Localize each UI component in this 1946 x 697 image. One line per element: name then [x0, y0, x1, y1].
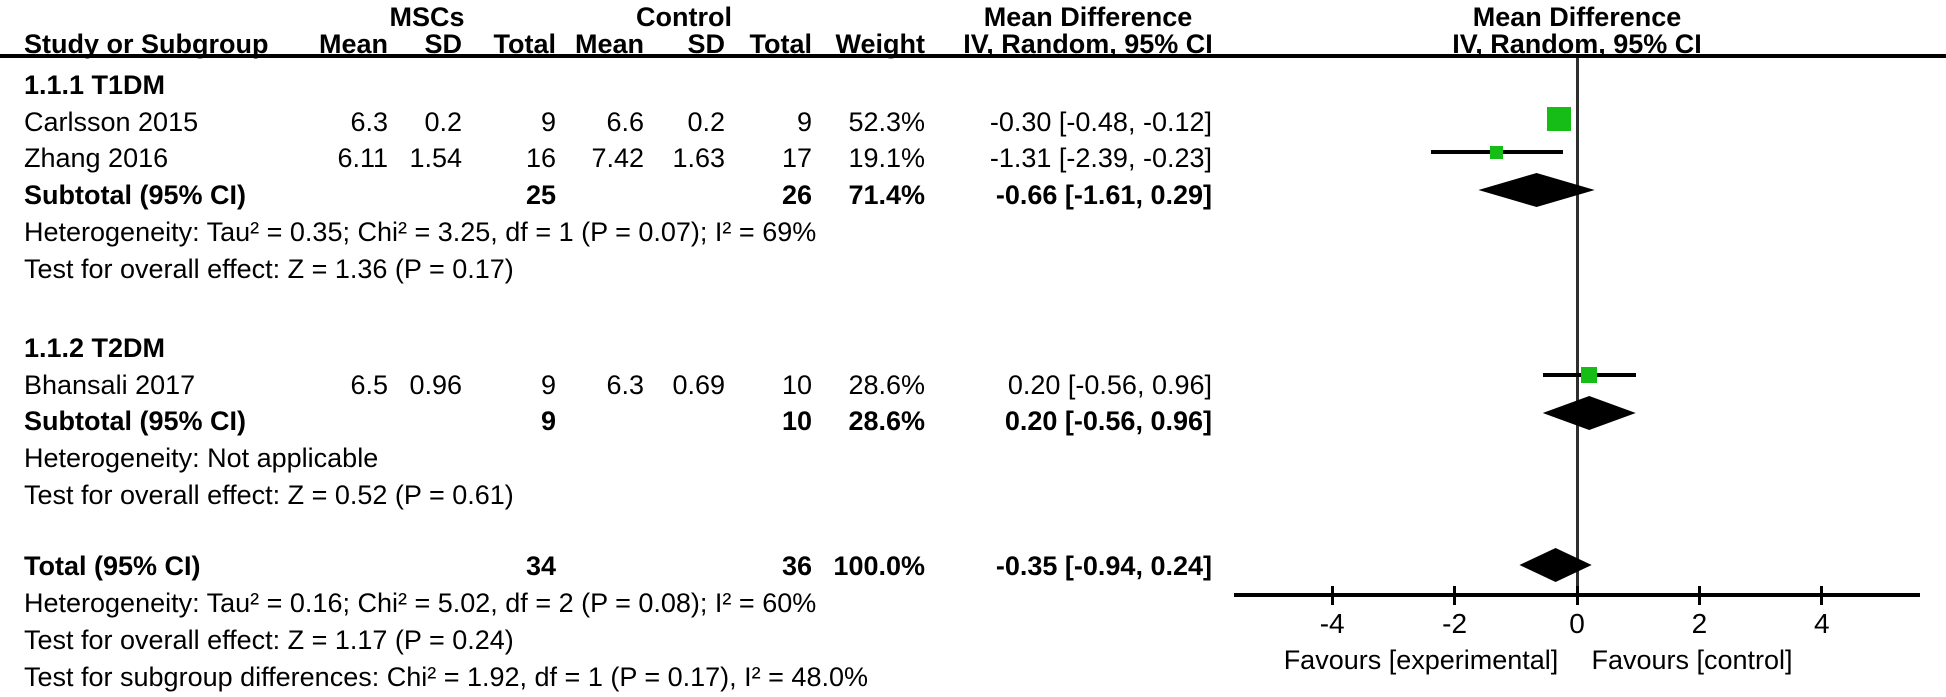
note-text: Test for subgroup differences: Chi² = 1.… [24, 662, 868, 692]
weight-cell: 100.0% [833, 551, 925, 581]
note-text: Test for overall effect: Z = 1.36 (P = 0… [24, 254, 514, 284]
sd1-cell: 0.2 [424, 107, 462, 137]
ci-cell: -0.35 [-0.94, 0.24] [995, 551, 1212, 581]
ci-cell: -0.30 [-0.48, -0.12] [989, 107, 1212, 137]
effect-square [1546, 107, 1571, 131]
total1-cell: 9 [540, 406, 556, 436]
axis-tick [1697, 586, 1701, 605]
axis-tick-label: 0 [1569, 608, 1585, 639]
mean2-cell: 7.42 [591, 143, 644, 173]
axis-tick-label: -4 [1319, 608, 1345, 639]
sd2-cell: 1.63 [672, 143, 725, 173]
note-text: Heterogeneity: Not applicable [24, 443, 379, 473]
weight-cell: 28.6% [848, 370, 925, 400]
mean2-cell: 6.6 [606, 107, 644, 137]
effect-square [1581, 367, 1598, 383]
total1-cell: 34 [525, 551, 556, 581]
total2-cell: 26 [781, 180, 812, 210]
mean1-cell: 6.3 [350, 107, 388, 137]
axis-tick [1330, 586, 1334, 605]
sd2-cell: 0.2 [687, 107, 725, 137]
header-underline [0, 54, 1946, 58]
favours-control-label: Favours [control] [1591, 645, 1793, 675]
summary-diamond [1542, 396, 1636, 430]
study-label: Bhansali 2017 [24, 370, 196, 400]
subgroup-heading: 1.1.1 T1DM [24, 70, 166, 100]
sd2-cell: 0.69 [672, 370, 725, 400]
axis-tick [1820, 586, 1824, 605]
axis-tick-label: -2 [1442, 608, 1468, 639]
axis-tick [1575, 586, 1579, 605]
total2-cell: 10 [781, 370, 812, 400]
axis-tick-label: 4 [1814, 608, 1830, 639]
total2-cell: 36 [781, 551, 812, 581]
group1-header: MSCs [389, 2, 465, 32]
total1-cell: 25 [525, 180, 556, 210]
sd1-cell: 1.54 [409, 143, 462, 173]
total1-cell: 9 [540, 370, 556, 400]
note-text: Heterogeneity: Tau² = 0.16; Chi² = 5.02,… [24, 588, 817, 618]
effect-square [1490, 145, 1504, 159]
favours-experimental-label: Favours [experimental] [1283, 645, 1559, 675]
weight-cell: 19.1% [848, 143, 925, 173]
group2-header: Control [636, 2, 732, 32]
study-label: Subtotal (95% CI) [24, 406, 247, 436]
note-text: Heterogeneity: Tau² = 0.35; Chi² = 3.25,… [24, 217, 817, 247]
note-text: Test for overall effect: Z = 1.17 (P = 0… [24, 625, 514, 655]
total2-cell: 10 [781, 406, 812, 436]
mean-difference-header-left: Mean Difference [983, 2, 1193, 32]
ci-cell: -0.66 [-1.61, 0.29] [995, 180, 1212, 210]
study-label: Total (95% CI) [24, 551, 201, 581]
weight-cell: 71.4% [848, 180, 925, 210]
subgroup-heading: 1.1.2 T2DM [24, 333, 166, 363]
zero-effect-line [1575, 58, 1579, 597]
total1-cell: 9 [540, 107, 556, 137]
total2-cell: 9 [796, 107, 812, 137]
summary-diamond [1519, 548, 1592, 582]
total1-cell: 16 [525, 143, 556, 173]
ci-cell: -1.31 [-2.39, -0.23] [989, 143, 1212, 173]
weight-cell: 28.6% [848, 406, 925, 436]
axis-tick [1453, 586, 1457, 605]
axis-tick-label: 2 [1691, 608, 1708, 639]
mean1-cell: 6.5 [350, 370, 388, 400]
weight-cell: 52.3% [848, 107, 925, 137]
ci-cell: 0.20 [-0.56, 0.96] [1007, 370, 1212, 400]
mean1-cell: 6.11 [337, 143, 388, 173]
note-text: Test for overall effect: Z = 0.52 (P = 0… [24, 480, 514, 510]
ci-cell: 0.20 [-0.56, 0.96] [1004, 406, 1212, 436]
mean2-cell: 6.3 [606, 370, 644, 400]
study-label: Subtotal (95% CI) [24, 180, 247, 210]
study-label: Carlsson 2015 [24, 107, 199, 137]
total2-cell: 17 [781, 143, 812, 173]
study-label: Zhang 2016 [24, 143, 169, 173]
mean-difference-header-right: Mean Difference [1472, 2, 1682, 32]
sd1-cell: 0.96 [409, 370, 462, 400]
